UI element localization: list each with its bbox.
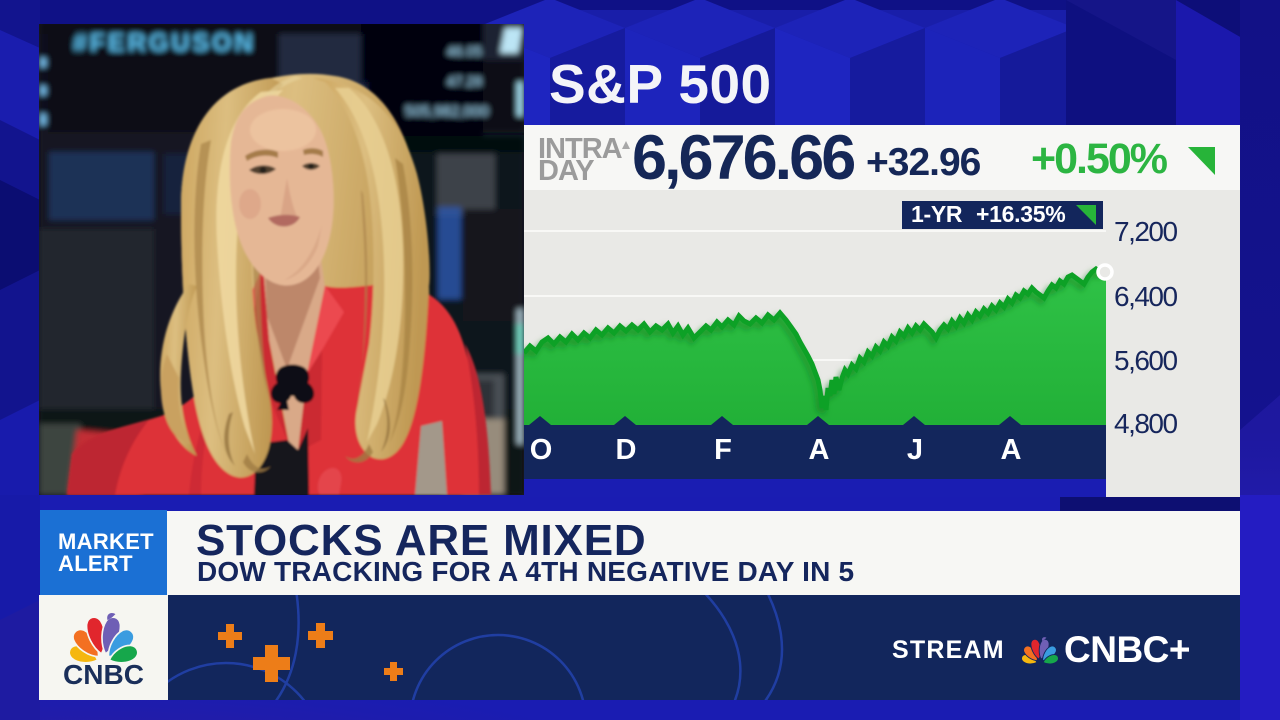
svg-text:505,982,000: 505,982,000 <box>405 103 488 120</box>
svg-text:4,800: 4,800 <box>1114 408 1177 439</box>
svg-text:D: D <box>616 434 637 466</box>
svg-text:#FERGUSON: #FERGUSON <box>73 29 256 57</box>
svg-text:7,200: 7,200 <box>1114 216 1177 247</box>
svg-text:J: J <box>907 434 923 466</box>
svg-text:6,400: 6,400 <box>1114 281 1177 312</box>
svg-text:A: A <box>1001 434 1022 466</box>
svg-text:O: O <box>530 434 553 466</box>
svg-text:A: A <box>809 434 830 466</box>
svg-text:5,600: 5,600 <box>1114 345 1177 376</box>
svg-text:46.05: 46.05 <box>447 43 482 59</box>
svg-text:F: F <box>714 434 732 466</box>
svg-text:CNBC: CNBC <box>63 659 144 690</box>
svg-text:47.28: 47.28 <box>447 73 482 89</box>
